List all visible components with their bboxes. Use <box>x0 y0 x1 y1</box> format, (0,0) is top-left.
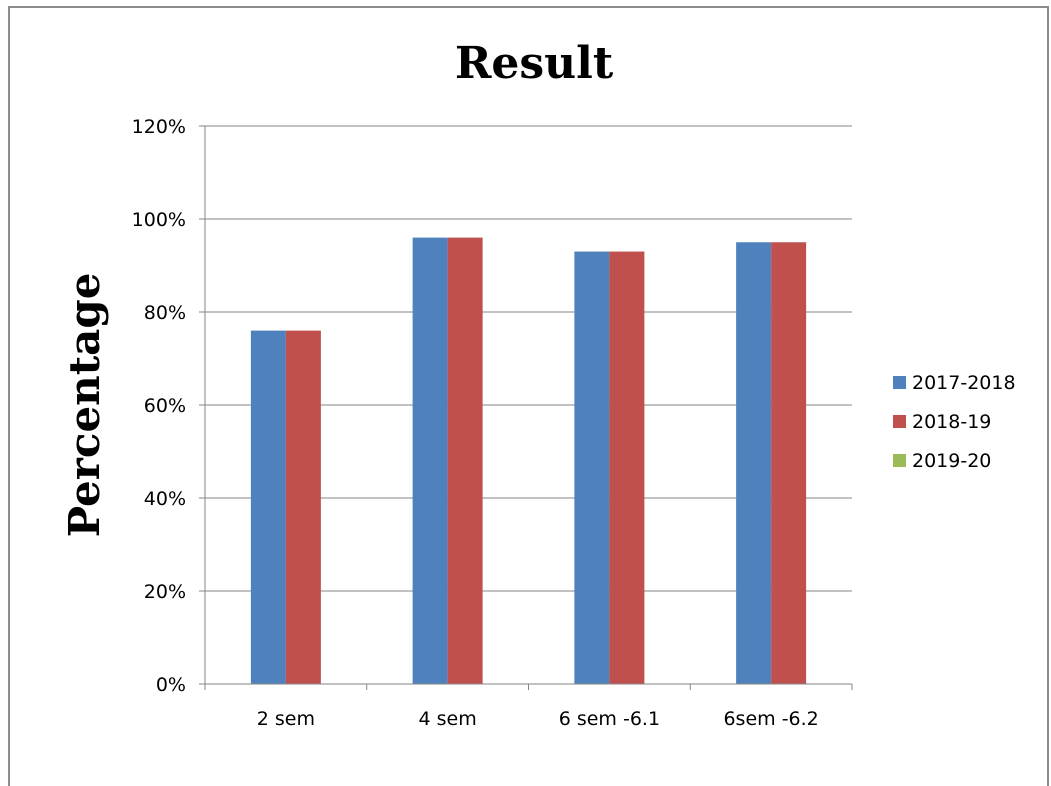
y-tick-label: 40% <box>144 488 186 510</box>
bar <box>574 251 610 685</box>
bar <box>447 237 483 684</box>
bar <box>250 330 286 684</box>
bar <box>285 330 321 684</box>
legend-swatch <box>893 415 906 428</box>
legend: 2017-2018 2018-19 2019-20 <box>893 372 1016 472</box>
chart-frame <box>8 6 1049 786</box>
legend-swatch <box>893 376 906 389</box>
x-tick-label: 6 sem -6.1 <box>559 708 660 730</box>
x-tick-label: 2 sem <box>257 708 315 730</box>
chart-title: Result <box>455 38 614 89</box>
y-tick-label: 120% <box>132 116 186 138</box>
bar <box>412 237 448 684</box>
bars <box>250 237 807 685</box>
bar-chart: Result Percentage 0% 20% 40% 60% 80% 100% 120%… <box>60 38 1016 730</box>
legend-label: 2019-20 <box>912 450 991 472</box>
y-tick-label: 80% <box>144 302 186 324</box>
x-tick-label: 6sem -6.2 <box>723 708 818 730</box>
y-tick-label: 20% <box>144 581 186 603</box>
legend-label: 2017-2018 <box>912 372 1016 394</box>
y-tick-label: 60% <box>144 395 186 417</box>
legend-swatch <box>893 454 906 467</box>
bar <box>771 242 807 684</box>
bar <box>736 242 772 684</box>
x-tick-label: 4 sem <box>419 708 477 730</box>
y-tick-label: 0% <box>156 674 186 696</box>
bar <box>609 251 645 685</box>
legend-label: 2018-19 <box>912 411 991 433</box>
axes: 0% 20% 40% 60% 80% 100% 120% 2 sem 4 sem 6 sem -6… <box>132 116 853 730</box>
y-tick-label: 100% <box>132 209 186 231</box>
y-axis-label: Percentage <box>60 273 109 538</box>
